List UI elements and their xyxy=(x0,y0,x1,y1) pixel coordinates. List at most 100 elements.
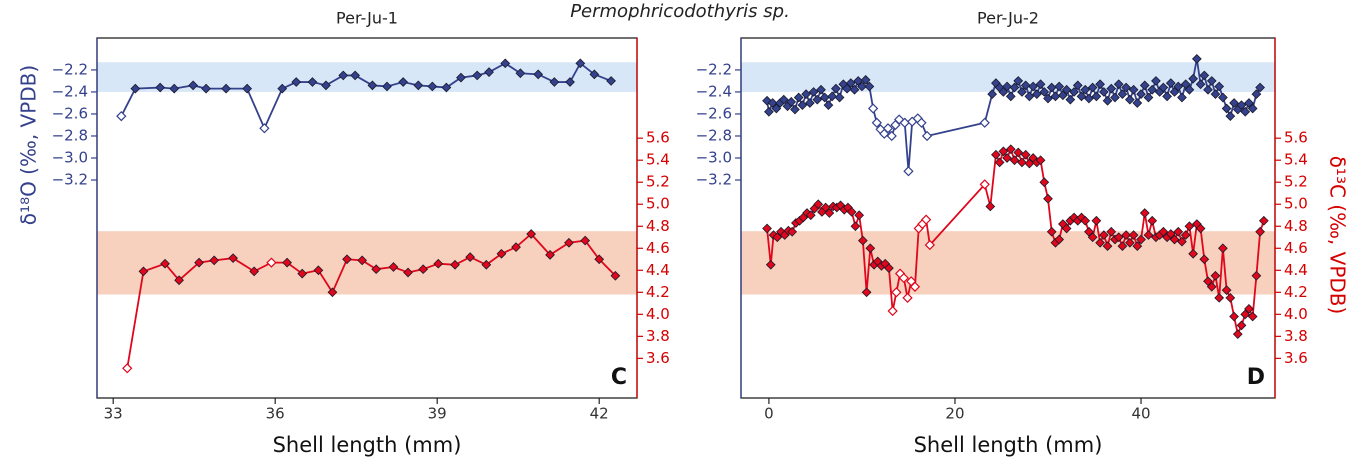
marker xyxy=(1139,80,1150,91)
marker xyxy=(564,237,574,248)
marker xyxy=(801,89,811,100)
marker xyxy=(816,84,826,95)
marker xyxy=(808,87,819,97)
marker xyxy=(1072,80,1083,91)
marker xyxy=(1043,193,1053,204)
y2-tick-label: 3.6 xyxy=(1284,349,1308,367)
marker xyxy=(610,270,621,281)
marker xyxy=(313,265,324,276)
marker xyxy=(1005,91,1016,102)
marker xyxy=(1143,230,1154,240)
figure-title: Permophricodothyris sp. xyxy=(570,1,790,22)
marker xyxy=(277,83,288,94)
marker xyxy=(1177,92,1187,103)
marker xyxy=(1136,89,1146,100)
marker xyxy=(1221,285,1232,295)
marker xyxy=(797,100,808,111)
marker xyxy=(1188,248,1198,259)
hollow-marker xyxy=(116,111,127,122)
marker xyxy=(1039,87,1050,97)
marker xyxy=(1165,229,1176,239)
marker xyxy=(1199,254,1210,265)
marker xyxy=(1221,103,1232,114)
y2-tick-label: 5.4 xyxy=(646,151,670,169)
marker xyxy=(1076,91,1087,102)
marker xyxy=(433,258,444,269)
y2-tick-label: 5.4 xyxy=(1284,151,1308,169)
y2-tick-label: 4.0 xyxy=(1284,305,1308,323)
hollow-marker xyxy=(122,363,133,374)
marker xyxy=(998,146,1009,157)
marker xyxy=(1110,92,1120,103)
y-tick-label: −3.0 xyxy=(52,149,88,167)
marker xyxy=(1188,73,1198,84)
marker xyxy=(1173,226,1184,237)
y2-tick-label: 5.6 xyxy=(1284,129,1308,147)
marker xyxy=(511,242,521,253)
marker xyxy=(371,264,382,275)
y2-tick-label: 4.6 xyxy=(1284,239,1308,257)
y2-tick-label: 4.2 xyxy=(1284,283,1308,301)
marker xyxy=(1255,82,1265,93)
hollow-marker xyxy=(921,130,933,142)
marker xyxy=(1169,87,1180,97)
marker xyxy=(1050,91,1061,102)
marker xyxy=(484,67,494,77)
marker xyxy=(764,106,774,117)
marker xyxy=(1113,232,1124,243)
marker xyxy=(1244,98,1254,108)
marker xyxy=(1065,94,1076,105)
marker xyxy=(860,74,871,85)
marker xyxy=(864,81,875,92)
y2-tick-label: 5.2 xyxy=(646,173,670,191)
marker xyxy=(388,262,399,272)
hollow-marker xyxy=(903,166,914,177)
marker xyxy=(282,257,292,268)
marker xyxy=(778,94,789,105)
marker xyxy=(1180,79,1191,90)
marker xyxy=(1098,230,1109,240)
marker xyxy=(987,89,998,100)
marker xyxy=(1195,223,1206,234)
marker xyxy=(1184,84,1195,95)
y2-tick-label: 5.0 xyxy=(1284,195,1308,213)
marker xyxy=(155,82,166,93)
marker xyxy=(1180,230,1191,240)
panel: Per-Ju-2 0 20 40 Shell length (mm) −2.2 −2.4 −2… xyxy=(696,9,1350,458)
marker xyxy=(1102,95,1113,106)
marker xyxy=(1240,309,1251,320)
plot-frame xyxy=(96,37,638,399)
y2-tick-label: 4.4 xyxy=(1284,261,1308,279)
marker xyxy=(1191,54,1202,64)
y2-tick-label: 4.8 xyxy=(646,217,670,235)
y2-tick-label: 3.8 xyxy=(1284,327,1308,345)
marker xyxy=(1087,232,1098,243)
marker xyxy=(1121,82,1132,93)
marker xyxy=(500,58,511,69)
marker xyxy=(985,201,996,212)
marker xyxy=(991,149,1001,160)
marker xyxy=(845,78,856,89)
marker xyxy=(565,77,575,87)
x-tick-label: 40 xyxy=(1131,405,1150,423)
marker xyxy=(450,259,460,270)
marker xyxy=(853,76,864,86)
marker xyxy=(831,83,841,94)
marker xyxy=(1039,177,1050,188)
marker xyxy=(549,77,560,87)
marker xyxy=(762,223,772,234)
hollow-marker xyxy=(867,103,879,114)
x-axis-label: Shell length (mm) xyxy=(273,433,462,457)
panel-title: Per-Ju-1 xyxy=(336,9,398,28)
y-tick-label: −2.4 xyxy=(696,82,732,100)
marker xyxy=(857,81,867,92)
marker xyxy=(1020,80,1031,91)
marker xyxy=(1136,234,1146,245)
hollow-marker xyxy=(916,117,927,128)
marker xyxy=(1061,84,1072,95)
y2-tick-label: 3.8 xyxy=(646,327,670,345)
marker xyxy=(297,268,308,279)
marker xyxy=(1095,237,1105,248)
marker xyxy=(1258,215,1269,226)
